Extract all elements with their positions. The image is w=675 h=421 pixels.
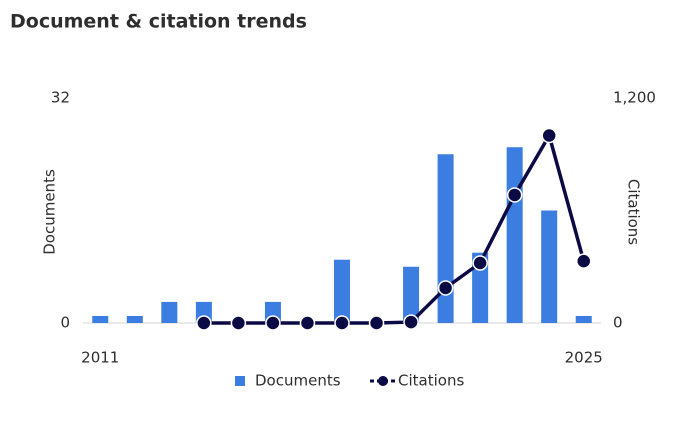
- bar: [472, 252, 489, 323]
- y2-axis-title: Citations: [625, 179, 643, 245]
- bar: [161, 301, 178, 323]
- y-axis-title: Documents: [41, 169, 59, 255]
- line-marker: [575, 253, 592, 269]
- y2-tick-label: 0: [613, 314, 623, 332]
- bar: [506, 147, 523, 323]
- y-tick-label: 32: [51, 89, 70, 107]
- bar: [403, 266, 420, 323]
- y2-tick-label: 1,200: [613, 89, 656, 107]
- line-marker: [299, 315, 316, 331]
- y-tick-label: 0: [60, 314, 70, 332]
- bar: [575, 315, 592, 323]
- line-marker: [334, 315, 350, 331]
- line-marker: [403, 314, 419, 330]
- line-marker: [265, 315, 281, 331]
- x-tick-label: 2011: [81, 349, 119, 367]
- bar: [126, 315, 143, 323]
- line-marker: [230, 315, 247, 331]
- line-marker: [196, 315, 212, 331]
- legend-swatch: [378, 376, 388, 386]
- chart-title: Document & citation trends: [10, 11, 307, 33]
- bar: [437, 154, 454, 323]
- legend-label: Citations: [398, 372, 464, 390]
- legend-label: Documents: [255, 372, 341, 390]
- bar: [334, 259, 350, 323]
- line-marker: [437, 280, 454, 296]
- bar: [541, 210, 558, 323]
- x-tick-label: 2025: [565, 349, 603, 367]
- line-marker: [506, 187, 523, 203]
- line: [203, 131, 586, 325]
- line-marker: [368, 315, 385, 331]
- legend-swatch: [235, 376, 245, 386]
- line-marker: [541, 127, 557, 144]
- line-marker: [472, 255, 488, 271]
- bar: [92, 315, 109, 323]
